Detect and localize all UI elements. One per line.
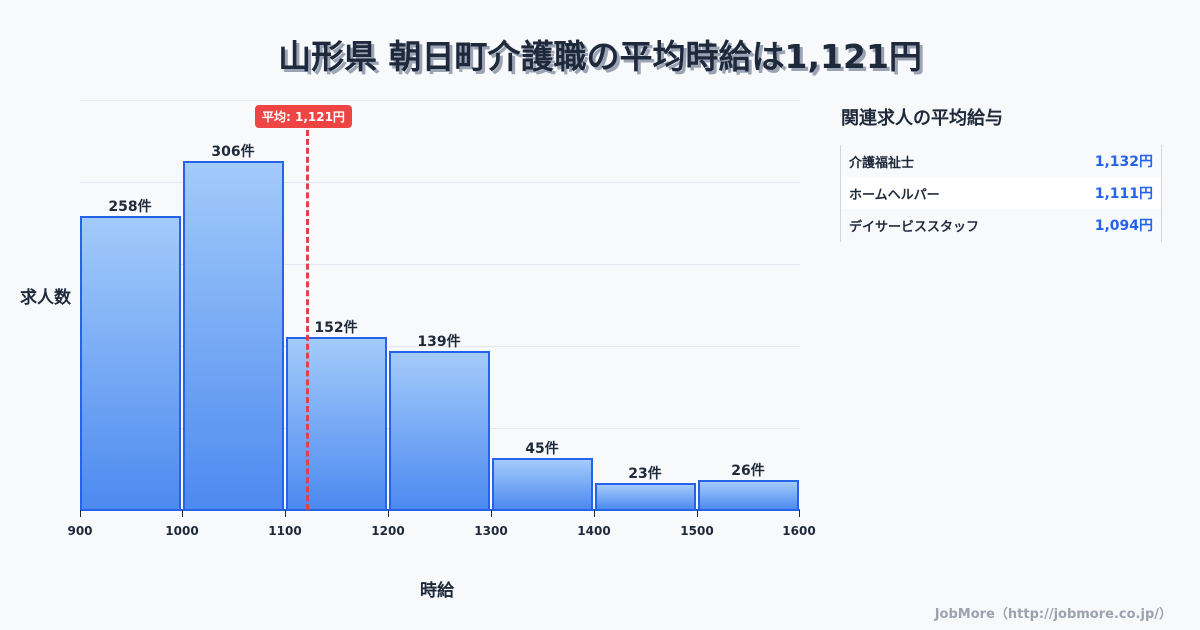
related-item-name: ホームヘルパー [849, 187, 940, 203]
x-tick [388, 510, 389, 517]
gridline [80, 264, 800, 265]
gridline [80, 182, 800, 183]
gridline [80, 346, 800, 347]
x-tick-label: 1300 [474, 524, 508, 538]
related-item: デイサービススタッフ 1,094円 [841, 209, 1161, 241]
x-tick [80, 510, 81, 517]
bar-value-label: 23件 [628, 466, 662, 482]
x-tick-label: 1600 [782, 524, 816, 538]
histogram-bar [595, 483, 696, 511]
related-item-name: デイサービススタッフ [849, 219, 980, 235]
histogram-bar [80, 216, 181, 511]
x-tick [182, 510, 183, 517]
related-list: 介護福祉士 1,132円 ホームヘルパー 1,111円 デイサービススタッフ 1… [840, 145, 1162, 242]
x-tick-label: 900 [67, 524, 93, 538]
bar-value-label: 139件 [417, 334, 461, 350]
x-tick-label: 1000 [165, 524, 199, 538]
average-badge: 平均: 1,121円 [255, 105, 352, 128]
related-title: 関連求人の平均給与 [841, 108, 1003, 129]
x-axis-label: 時給 [420, 581, 454, 601]
average-line [306, 130, 309, 510]
related-item-name: 介護福祉士 [849, 155, 915, 171]
page-title: 山形県 朝日町介護職の平均時給は1,121円 [278, 37, 922, 76]
x-tick-label: 1400 [577, 524, 611, 538]
related-item-value: 1,111円 [1094, 186, 1153, 202]
x-tick [285, 510, 286, 517]
gridline [80, 100, 800, 101]
x-tick [594, 510, 595, 517]
bar-value-label: 45件 [525, 441, 559, 457]
x-tick-label: 1100 [268, 524, 302, 538]
x-tick [491, 510, 492, 517]
x-tick [799, 510, 800, 517]
x-tick-label: 1500 [680, 524, 714, 538]
bar-value-label: 306件 [211, 144, 255, 160]
x-axis-line [80, 509, 800, 511]
bar-value-label: 26件 [731, 463, 765, 479]
related-item: ホームヘルパー 1,111円 [841, 177, 1161, 209]
x-tick [697, 510, 698, 517]
footer-credit: JobMore（http://jobmore.co.jp/） [934, 607, 1172, 622]
histogram-bar [492, 458, 593, 511]
x-tick-label: 1200 [371, 524, 405, 538]
related-item: 介護福祉士 1,132円 [841, 145, 1161, 177]
histogram-bar [698, 480, 799, 511]
related-item-value: 1,094円 [1094, 218, 1153, 234]
related-item-value: 1,132円 [1094, 154, 1153, 170]
histogram-bar [183, 161, 284, 511]
y-axis-label: 求人数 [20, 288, 71, 308]
histogram-bar [389, 351, 490, 511]
histogram-bar [286, 337, 387, 511]
bar-value-label: 258件 [108, 199, 152, 215]
bar-value-label: 152件 [314, 320, 358, 336]
